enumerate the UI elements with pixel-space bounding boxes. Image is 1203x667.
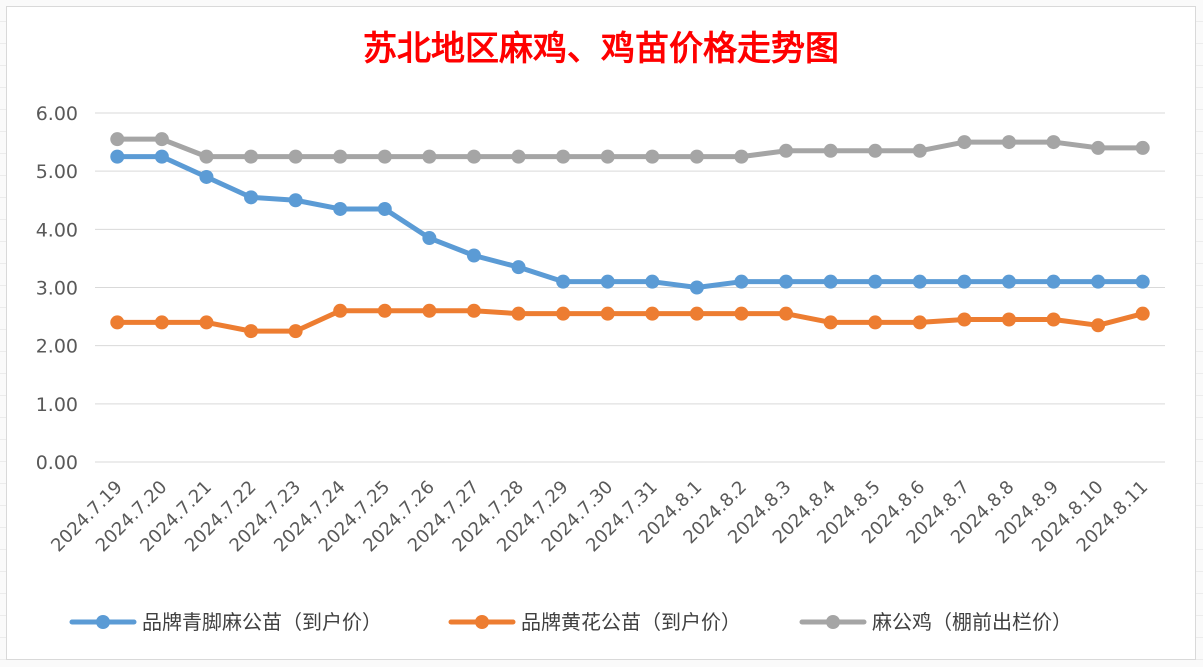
y-tick-label: 2.00 <box>36 336 78 358</box>
data-point <box>1135 306 1150 321</box>
x-axis: 2024.7.192024.7.202024.7.212024.7.222024… <box>47 477 1152 557</box>
data-point <box>556 274 571 289</box>
data-point <box>199 149 214 164</box>
data-point <box>511 260 526 275</box>
data-point <box>1001 274 1016 289</box>
data-point <box>377 201 392 216</box>
data-point <box>511 149 526 164</box>
data-point <box>199 315 214 330</box>
data-point <box>110 132 125 147</box>
legend-label-2: 品牌黄花公苗（到户价） <box>521 610 741 634</box>
data-point <box>556 149 571 164</box>
data-point <box>734 149 749 164</box>
data-point <box>823 315 838 330</box>
data-point <box>689 149 704 164</box>
data-point <box>868 274 883 289</box>
legend: 品牌青脚麻公苗（到户价） 品牌黄花公苗（到户价） 麻公鸡（棚前出栏价） <box>69 610 1072 634</box>
data-point <box>600 274 615 289</box>
data-point <box>244 324 259 339</box>
data-point <box>1001 312 1016 327</box>
data-point <box>1046 274 1061 289</box>
gridlines <box>95 112 1165 463</box>
data-point <box>779 274 794 289</box>
data-point <box>422 231 437 246</box>
data-point <box>779 143 794 158</box>
data-point <box>823 274 838 289</box>
data-point <box>912 143 927 158</box>
legend-marker-3 <box>826 615 840 629</box>
data-point <box>466 248 481 263</box>
data-point <box>1091 318 1106 333</box>
data-point <box>333 149 348 164</box>
data-point <box>912 315 927 330</box>
data-point <box>600 149 615 164</box>
legend-marker-1 <box>96 615 110 629</box>
data-point <box>1046 312 1061 327</box>
data-point <box>154 149 169 164</box>
data-point <box>377 149 392 164</box>
y-tick-label: 6.00 <box>36 103 78 125</box>
y-tick-label: 5.00 <box>36 161 78 183</box>
data-point <box>511 306 526 321</box>
chart-area[interactable] <box>6 6 1196 660</box>
data-point <box>466 149 481 164</box>
y-tick-label: 4.00 <box>36 219 78 241</box>
data-point <box>645 306 660 321</box>
data-point <box>466 303 481 318</box>
data-point <box>422 303 437 318</box>
data-point <box>1046 135 1061 150</box>
data-point <box>645 274 660 289</box>
data-point <box>868 143 883 158</box>
data-point <box>1135 274 1150 289</box>
data-point <box>779 306 794 321</box>
data-point <box>823 143 838 158</box>
data-point <box>333 201 348 216</box>
data-point <box>288 149 303 164</box>
y-tick-label: 1.00 <box>36 394 78 416</box>
data-point <box>110 149 125 164</box>
data-point <box>154 132 169 147</box>
series-group <box>110 132 1150 339</box>
data-point <box>689 280 704 295</box>
legend-label-1: 品牌青脚麻公苗（到户价） <box>142 610 382 634</box>
y-tick-label: 0.00 <box>36 452 78 474</box>
data-point <box>957 312 972 327</box>
data-point <box>957 135 972 150</box>
data-point <box>1091 274 1106 289</box>
data-point <box>244 149 259 164</box>
data-point <box>556 306 571 321</box>
legend-label-3: 麻公鸡（棚前出栏价） <box>872 610 1072 634</box>
data-point <box>600 306 615 321</box>
data-point <box>689 306 704 321</box>
legend-marker-2 <box>475 615 489 629</box>
data-point <box>868 315 883 330</box>
data-point <box>199 169 214 184</box>
data-point <box>1135 140 1150 155</box>
data-point <box>734 274 749 289</box>
y-axis: 0.00 1.00 2.00 3.00 4.00 5.00 6.00 <box>36 103 78 474</box>
series-line-2 <box>114 308 1146 334</box>
chart-title: 苏北地区麻鸡、鸡苗价格走势图 <box>363 29 839 69</box>
data-point <box>1091 140 1106 155</box>
data-point <box>422 149 437 164</box>
data-point <box>377 303 392 318</box>
series-line-1 <box>114 154 1146 290</box>
y-tick-label: 3.00 <box>36 278 78 300</box>
data-point <box>244 190 259 205</box>
data-point <box>645 149 660 164</box>
data-point <box>154 315 169 330</box>
data-point <box>288 193 303 208</box>
data-point <box>1001 135 1016 150</box>
data-point <box>110 315 125 330</box>
data-point <box>333 303 348 318</box>
data-point <box>734 306 749 321</box>
data-point <box>957 274 972 289</box>
series-line-3 <box>114 136 1146 160</box>
data-point <box>288 324 303 339</box>
data-point <box>912 274 927 289</box>
